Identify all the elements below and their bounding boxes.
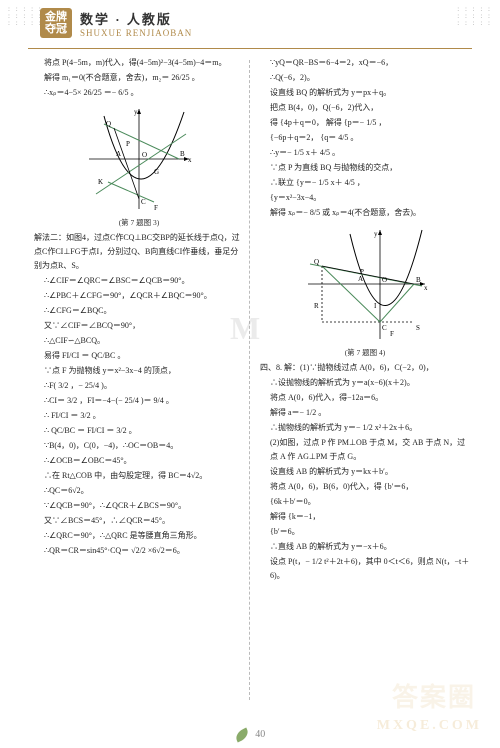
svg-text:Q: Q <box>314 258 319 266</box>
text-line: ∴∠CIF＝∠QRC＝∠BSC＝∠QCB＝90°。 <box>34 274 244 288</box>
svg-text:y: y <box>374 230 378 238</box>
svg-text:F: F <box>154 204 158 212</box>
svg-text:I: I <box>374 302 377 310</box>
text-line: 设直线 AB 的解析式为 y＝kx＋b′。 <box>260 465 470 479</box>
text-line: ∴Q(−6，2)。 <box>260 71 470 85</box>
text-line: ∴xₚ＝4−5× 26/25 ＝− 6/5 。 <box>34 86 244 100</box>
text-line: {6k＋b′＝0。 <box>260 495 470 509</box>
text-line: ∴抛物线的解析式为 y＝− 1/2 x²＋2x＋6。 <box>260 421 470 435</box>
series-badge: 金牌夺冠 <box>40 8 72 38</box>
text-line: 将点 A(0，6)，B(6，0)代入，得 {b′＝6， <box>260 480 470 494</box>
text-line: ∴QR＝CR＝sin45°·CQ＝ √2/2 ×6√2＝6。 <box>34 544 244 558</box>
page-subtitle: SHUXUE RENJIAOBAN <box>80 28 192 38</box>
text-line: ∵B(4，0)，C(0，−4)，∴OC＝OB＝4。 <box>34 439 244 453</box>
svg-text:G: G <box>154 168 159 176</box>
svg-text:y: y <box>134 108 138 116</box>
text-line: 将点 A(0，6)代入，得−12a＝6。 <box>260 391 470 405</box>
svg-text:x: x <box>188 156 192 164</box>
text-line: 解法二：如图4，过点C作CQ⊥BC交BP的延长线于点Q，过点C作CI⊥FG于点I… <box>34 231 244 273</box>
text-line: ∴直线 AB 的解析式为 y＝−x＋6。 <box>260 540 470 554</box>
page-header: 金牌夺冠 数学 · 人教版 SHUXUE RENJIAOBAN <box>40 8 192 38</box>
text-line: {b′＝6。 <box>260 525 470 539</box>
text-line: (2)如图，过点 P 作 PM⊥OB 于点 M，交 AB 于点 N，过点 A 作… <box>260 436 470 464</box>
text-line: 四、8. 解：(1)∵抛物线过点 A(0，6)，C(−2，0)， <box>260 361 470 375</box>
text-line: {y＝x²−3x−4。 <box>260 191 470 205</box>
text-line: ∵∠QCB＝90°，∴∠QCR＋∠BCS＝90°。 <box>34 499 244 513</box>
text-line: ∴QC＝6√2。 <box>34 484 244 498</box>
header-rule <box>28 48 472 49</box>
text-line: ∴∠QRC＝90°，∴△QRC 是等腰直角三角形。 <box>34 529 244 543</box>
corner-dots-tr: : : : : :: : : : :: : : : : <box>457 6 492 27</box>
corner-dots-tl: : : : : :: : : : :: : : : : <box>8 6 43 27</box>
text-line: 又∵∠BCS＝45°，∴∠QCR＝45°。 <box>34 514 244 528</box>
svg-text:C: C <box>382 324 387 332</box>
svg-text:C: C <box>141 198 146 206</box>
text-line: ∴∠OCB＝∠OBC＝45°。 <box>34 454 244 468</box>
left-column: 将点 P(4−5m，m)代入，得(4−5m)²−3(4−5m)−4＝m。 解得 … <box>34 56 244 704</box>
svg-text:F: F <box>390 330 394 338</box>
svg-text:R: R <box>314 302 319 310</box>
text-line: 解得 xₚ＝− 8/5 或 xₚ＝4(不合题意，舍去)。 <box>260 206 470 220</box>
svg-text:O: O <box>382 276 387 284</box>
right-column: ∵yQ＝QR−BS＝6−4＝2，xQ＝−6， ∴Q(−6，2)。 设直线 BQ … <box>260 56 470 704</box>
svg-text:K: K <box>98 178 103 186</box>
svg-text:Q: Q <box>106 120 111 128</box>
text-line: 解得 a＝− 1/2 。 <box>260 406 470 420</box>
figure-1: O A B C K F Q P G x y <box>84 104 194 214</box>
text-line: ∴在 Rt△COB 中，由勾股定理，得 BC＝4√2。 <box>34 469 244 483</box>
page-number: 40 <box>255 729 265 740</box>
figure-caption: (第 7 题图 4) <box>260 346 470 360</box>
text-line: ∴F( 3/2 ，− 25/4 )。 <box>34 379 244 393</box>
svg-text:B: B <box>416 276 421 284</box>
leaf-icon <box>233 727 250 742</box>
svg-text:S: S <box>416 324 420 332</box>
text-line: {−6p＋q＝2， {q＝ 4/5 。 <box>260 131 470 145</box>
text-line: ∴∠CFG＝∠BQC。 <box>34 304 244 318</box>
text-line: ∵yQ＝QR−BS＝6−4＝2，xQ＝−6， <box>260 56 470 70</box>
svg-text:B: B <box>180 150 185 158</box>
svg-text:A: A <box>358 275 363 283</box>
page-title: 数学 · 人教版 <box>80 9 192 28</box>
text-line: ∴CI＝ 3/2 ，FI＝−4−(− 25/4 )＝ 9/4 。 <box>34 394 244 408</box>
figure-2: O A B C Q R S P F I x y <box>300 224 430 344</box>
text-line: 解得 {k＝−1， <box>260 510 470 524</box>
text-line: ∵点 F 为抛物线 y＝x²−3x−4 的顶点， <box>34 364 244 378</box>
text-line: ∴∠PBC＋∠CFG＝90°，∠QCR＋∠BQC＝90°。 <box>34 289 244 303</box>
text-line: ∴△CIF∽△BCQ。 <box>34 334 244 348</box>
page-footer: 40 <box>0 729 500 740</box>
text-line: ∴y＝− 1/5 x＋ 4/5 。 <box>260 146 470 160</box>
text-line: ∵点 P 为直线 BQ 与抛物线的交点， <box>260 161 470 175</box>
text-line: ∴设抛物线的解析式为 y＝a(x−6)(x＋2)。 <box>260 376 470 390</box>
text-line: ∴联立 {y＝− 1/5 x＋ 4/5 ， <box>260 176 470 190</box>
text-line: ∴ FI/CI ＝ 3/2 。 <box>34 409 244 423</box>
text-line: ∴ QC/BC ＝ FI/CI ＝ 3/2 。 <box>34 424 244 438</box>
svg-text:P: P <box>126 140 130 148</box>
text-line: 又∵∠CIF＝∠BCQ＝90°， <box>34 319 244 333</box>
figure-caption: (第 7 题图 3) <box>34 216 244 230</box>
text-line: 设直线 BQ 的解析式为 y＝px＋q。 <box>260 86 470 100</box>
content-area: 将点 P(4−5m，m)代入，得(4−5m)²−3(4−5m)−4＝m。 解得 … <box>34 56 470 704</box>
svg-text:P: P <box>360 268 364 276</box>
text-line: 解得 m₁＝0(不合题意，舍去)，m₂＝ 26/25 。 <box>34 71 244 85</box>
text-line: 把点 B(4，0)，Q(−6，2)代入， <box>260 101 470 115</box>
svg-text:A: A <box>116 150 121 158</box>
text-line: 得 {4p＋q＝0， 解得 {p＝− 1/5 ， <box>260 116 470 130</box>
text-line: 易得 FI/CI ＝ QC/BC 。 <box>34 349 244 363</box>
text-line: 设点 P(t，− 1/2 t²＋2t＋6)，其中 0＜t＜6，则点 N(t，−t… <box>260 555 470 583</box>
svg-text:O: O <box>142 151 147 159</box>
svg-text:x: x <box>424 284 428 292</box>
text-line: 将点 P(4−5m，m)代入，得(4−5m)²−3(4−5m)−4＝m。 <box>34 56 244 70</box>
